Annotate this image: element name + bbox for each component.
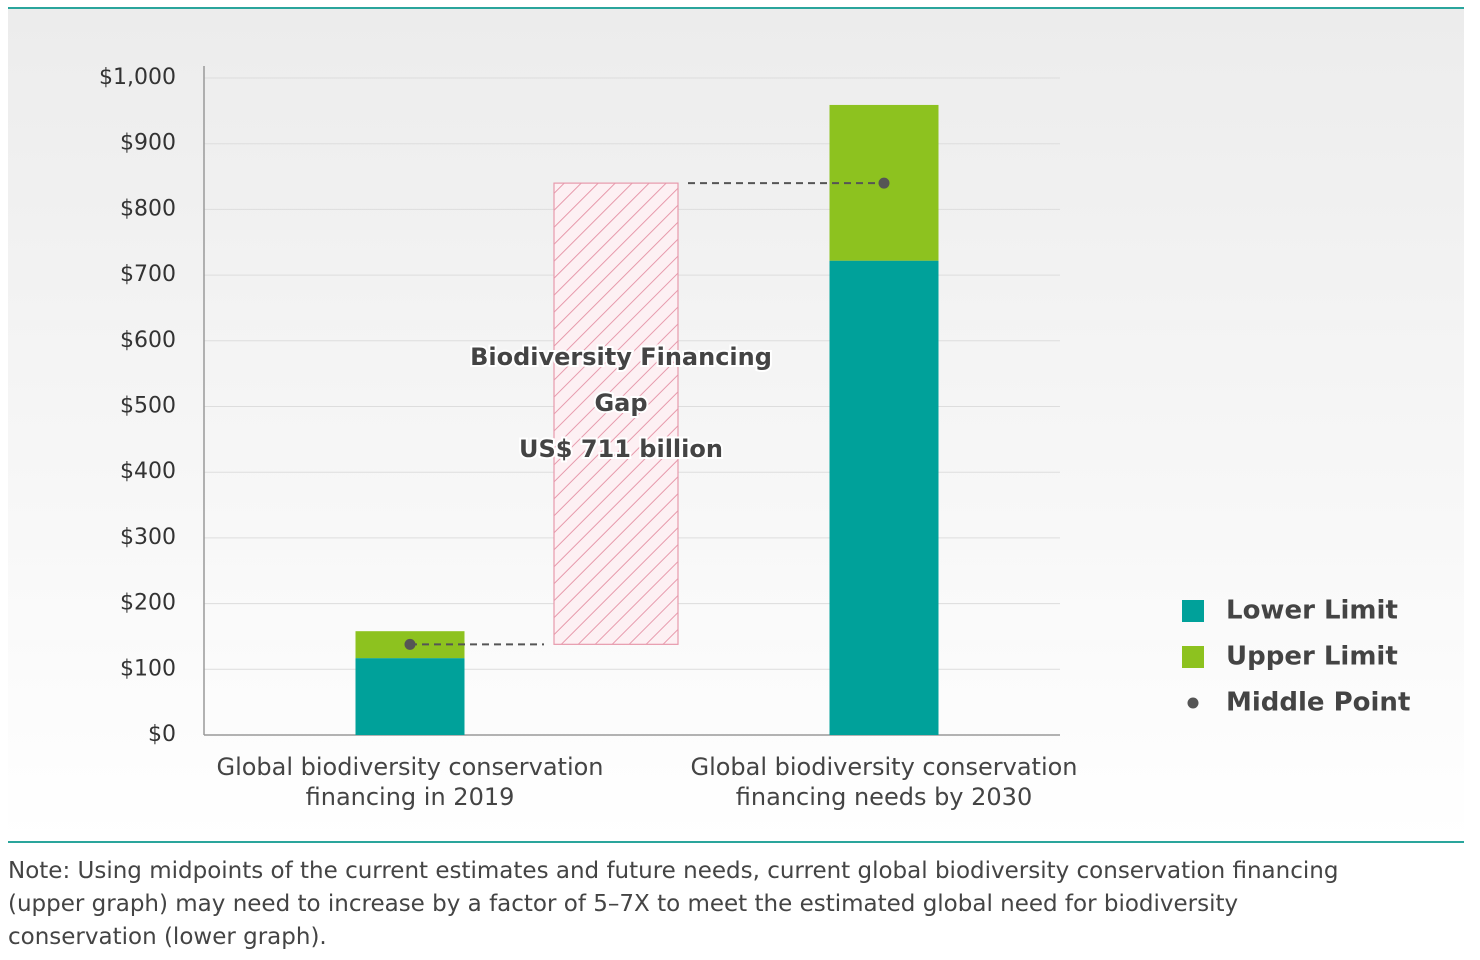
x-tick-label: Global biodiversity conservation [216, 753, 603, 781]
y-tick-label: $300 [120, 525, 176, 550]
y-tick-label: $700 [120, 262, 176, 287]
y-tick-label: $500 [120, 394, 176, 419]
background [8, 8, 1464, 842]
legend-label: Upper Limit [1226, 642, 1398, 672]
gap-box [553, 182, 679, 645]
middle-point [404, 638, 416, 650]
chart: $0 $100 $200 $300 $400 $500 $600 $700 $800 $900 $1… [8, 7, 1464, 843]
y-tick-label: $400 [120, 459, 176, 484]
legend-label: Lower Limit [1226, 596, 1398, 626]
legend-marker [1187, 697, 1199, 709]
gap-label: Biodiversity Financing [470, 343, 772, 371]
y-tick-label: $100 [120, 656, 176, 681]
y-tick-label: $200 [120, 591, 176, 616]
y-tick-label: $1,000 [99, 65, 176, 90]
legend-label: Middle Point [1226, 688, 1410, 718]
gap-label: Gap [594, 389, 647, 417]
middle-point [878, 177, 890, 189]
y-tick-label: $0 [148, 722, 176, 747]
y-tick-label: $800 [120, 196, 176, 221]
legend-marker [1182, 646, 1204, 668]
bar-segment [829, 260, 939, 735]
x-tick-label: financing in 2019 [306, 783, 515, 811]
gap-label: US$ 711 billion [519, 435, 723, 463]
x-tick-label: financing needs by 2030 [736, 783, 1032, 811]
note: Note: Using midpoints of the current est… [8, 858, 1339, 950]
y-tick-label: $900 [120, 131, 176, 156]
y-tick-label: $600 [120, 328, 176, 353]
x-tick-label: Global biodiversity conservation [690, 753, 1077, 781]
legend-marker [1182, 600, 1204, 622]
bar-segment [355, 658, 465, 735]
